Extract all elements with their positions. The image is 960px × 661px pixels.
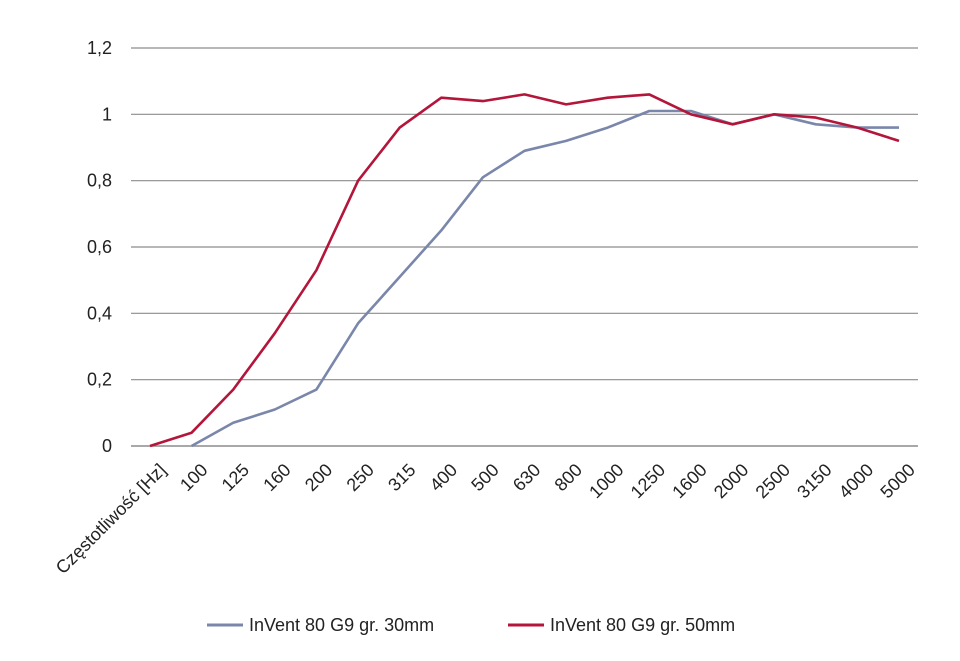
x-tick-label: 2500: [752, 460, 794, 502]
legend: InVent 80 G9 gr. 30mm InVent 80 G9 gr. 5…: [207, 615, 735, 635]
x-tick-label: 250: [343, 460, 378, 495]
y-axis-ticks: 0 0,2 0,4 0,6 0,8 1 1,2: [87, 38, 112, 456]
y-tick-label: 0,8: [87, 171, 112, 191]
x-tick-label: 2000: [710, 460, 752, 502]
y-tick-label: 1,2: [87, 38, 112, 58]
x-tick-label: 315: [384, 460, 419, 495]
legend-label-series-50mm: InVent 80 G9 gr. 50mm: [550, 615, 735, 635]
x-tick-label: 200: [301, 460, 336, 495]
x-tick-label: 500: [467, 460, 502, 495]
legend-label-series-30mm: InVent 80 G9 gr. 30mm: [249, 615, 434, 635]
y-tick-label: 0: [102, 436, 112, 456]
series-line-30mm: [190, 109, 899, 448]
x-tick-label: 630: [509, 460, 544, 495]
x-tick-label: 160: [259, 460, 294, 495]
x-axis-ticks: Częstotliwość [Hz] 100 125 160 200 250 315 400 5…: [52, 460, 919, 578]
x-tick-label: 400: [426, 460, 461, 495]
y-tick-label: 0,6: [87, 237, 112, 257]
gridlines: [131, 47, 918, 447]
x-tick-label: Częstotliwość [Hz]: [52, 460, 170, 578]
x-tick-label: 3150: [793, 460, 835, 502]
y-tick-label: 0,2: [87, 370, 112, 390]
series-lines: [149, 93, 900, 448]
x-tick-label: 1000: [585, 460, 627, 502]
series-line-50mm: [149, 93, 900, 448]
x-tick-label: 100: [176, 460, 211, 495]
y-tick-label: 1: [102, 104, 112, 124]
x-tick-label: 4000: [835, 460, 877, 502]
x-tick-label: 5000: [876, 460, 918, 502]
x-tick-label: 800: [551, 460, 586, 495]
x-tick-label: 1250: [627, 460, 669, 502]
y-tick-label: 0,4: [87, 303, 112, 323]
x-tick-label: 125: [218, 460, 253, 495]
x-tick-label: 1600: [668, 460, 710, 502]
